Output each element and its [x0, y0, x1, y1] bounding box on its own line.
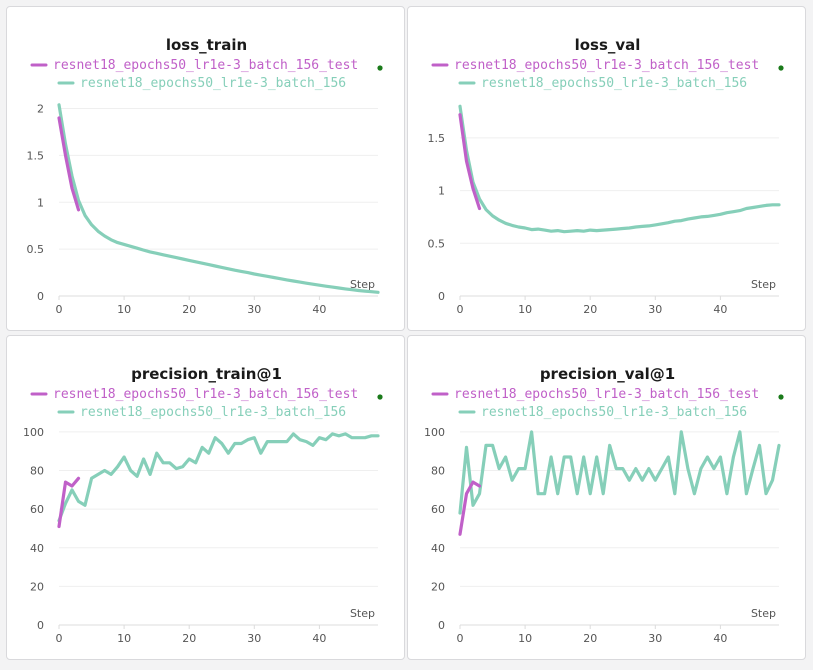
legend-label: resnet18_epochs50_lr1e-3_batch_156_test	[454, 58, 759, 73]
chart-panel-loss-val: loss_val resnet18_epochs50_lr1e-3_batch_1…	[407, 6, 806, 331]
x-tick-label: 20	[182, 632, 196, 645]
y-tick-label: 100	[23, 426, 44, 439]
legend-label: resnet18_epochs50_lr1e-3_batch_156_test	[454, 387, 759, 402]
y-tick-label: 80	[30, 465, 44, 478]
chart-panel-precision-val: precision_val@1 resnet18_epochs50_lr1e-3_…	[407, 335, 806, 660]
y-tick-label: 40	[30, 542, 44, 555]
legend-status-dot	[377, 65, 383, 71]
series-line-resnet18-epochs50-lr1e-3-batch-156-test	[57, 476, 81, 529]
y-tick-label: 0	[37, 290, 44, 303]
y-tick-label: 1	[438, 185, 445, 198]
series-line-resnet18-epochs50-lr1e-3-batch-156-test	[57, 116, 81, 212]
x-tick-label: 40	[713, 632, 727, 645]
x-tick-label: 0	[457, 303, 464, 316]
chart-panel-loss-train: loss_train resnet18_epochs50_lr1e-3_batch…	[6, 6, 405, 331]
chart-svg-precision-val-1: precision_val@1 resnet18_epochs50_lr1e-3_…	[424, 365, 784, 645]
y-tick-label: 0.5	[428, 237, 446, 250]
x-tick-label: 20	[583, 632, 597, 645]
y-tick-label: 1.5	[27, 149, 45, 162]
legend-status-dot	[778, 394, 784, 400]
x-tick-label: 0	[56, 632, 63, 645]
legend-label: resnet18_epochs50_lr1e-3_batch_156_test	[53, 387, 358, 402]
y-tick-label: 1.5	[428, 132, 446, 145]
series-line-resnet18-epochs50-lr1e-3-batch-156	[458, 430, 781, 515]
legend-label: resnet18_epochs50_lr1e-3_batch_156	[481, 76, 747, 91]
legend-status-dot	[377, 394, 383, 400]
x-tick-label: 30	[648, 632, 662, 645]
legend-label: resnet18_epochs50_lr1e-3_batch_156	[80, 405, 346, 420]
y-tick-label: 60	[30, 503, 44, 516]
y-tick-label: 80	[431, 465, 445, 478]
x-tick-label: 0	[457, 632, 464, 645]
y-tick-label: 100	[424, 426, 445, 439]
x-tick-label: 30	[648, 303, 662, 316]
y-tick-label: 0	[438, 290, 445, 303]
y-tick-label: 1	[37, 196, 44, 209]
legend-label: resnet18_epochs50_lr1e-3_batch_156_test	[53, 58, 358, 73]
x-axis-label: Step	[350, 607, 375, 620]
x-axis-label: Step	[751, 607, 776, 620]
x-axis-label: Step	[350, 278, 375, 291]
y-tick-label: 20	[30, 580, 44, 593]
x-tick-label: 20	[182, 303, 196, 316]
x-tick-label: 30	[247, 632, 261, 645]
chart-panel-precision-train: precision_train@1 resnet18_epochs50_lr1e-…	[6, 335, 405, 660]
series-line-resnet18-epochs50-lr1e-3-batch-156	[57, 103, 380, 294]
x-tick-label: 10	[117, 303, 131, 316]
y-tick-label: 0	[37, 619, 44, 632]
y-tick-label: 2	[37, 103, 44, 116]
x-tick-label: 20	[583, 303, 597, 316]
y-tick-label: 0	[438, 619, 445, 632]
series-line-resnet18-epochs50-lr1e-3-batch-156	[458, 104, 781, 234]
chart-svg-precision-train-1: precision_train@1 resnet18_epochs50_lr1e-…	[23, 365, 383, 645]
y-tick-label: 60	[431, 503, 445, 516]
x-tick-label: 40	[713, 303, 727, 316]
x-tick-label: 10	[518, 632, 532, 645]
chart-title: loss_train	[166, 36, 247, 54]
x-tick-label: 0	[56, 303, 63, 316]
legend-label: resnet18_epochs50_lr1e-3_batch_156	[481, 405, 747, 420]
legend-status-dot	[778, 65, 784, 71]
chart-title: precision_train@1	[131, 365, 282, 383]
series-line-resnet18-epochs50-lr1e-3-batch-156-test	[458, 113, 482, 211]
y-tick-label: 40	[431, 542, 445, 555]
x-axis-label: Step	[751, 278, 776, 291]
chart-svg-loss-val: loss_val resnet18_epochs50_lr1e-3_batch_1…	[428, 36, 784, 316]
x-tick-label: 10	[117, 632, 131, 645]
chart-title: precision_val@1	[540, 365, 675, 383]
x-tick-label: 40	[312, 632, 326, 645]
chart-svg-loss-train: loss_train resnet18_epochs50_lr1e-3_batch…	[27, 36, 383, 316]
chart-title: loss_val	[575, 36, 641, 54]
x-tick-label: 30	[247, 303, 261, 316]
series-line-resnet18-epochs50-lr1e-3-batch-156	[57, 432, 380, 523]
x-tick-label: 10	[518, 303, 532, 316]
series-line-resnet18-epochs50-lr1e-3-batch-156-test	[458, 480, 482, 536]
y-tick-label: 20	[431, 580, 445, 593]
y-tick-label: 0.5	[27, 243, 45, 256]
legend-label: resnet18_epochs50_lr1e-3_batch_156	[80, 76, 346, 91]
x-tick-label: 40	[312, 303, 326, 316]
